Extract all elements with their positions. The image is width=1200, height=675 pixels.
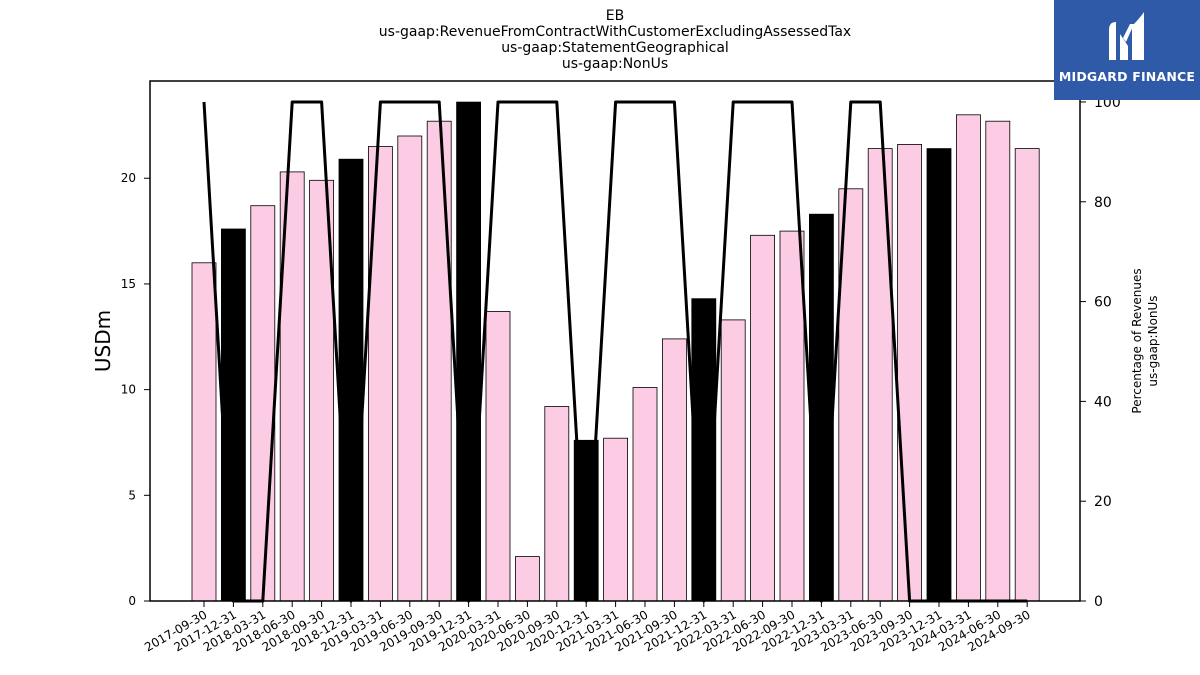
bar-2022-09-30 bbox=[779, 230, 805, 602]
bar-2024-06-30 bbox=[985, 120, 1011, 602]
bar-2017-09-30 bbox=[191, 262, 217, 602]
y-tick-label: 15 bbox=[121, 277, 136, 291]
bar-2024-03-31 bbox=[956, 114, 981, 602]
y2-axis-label-line-1: Percentage of Revenues bbox=[1130, 268, 1144, 413]
y2-tick-label: 0 bbox=[1094, 594, 1103, 610]
bar-2021-06-30 bbox=[632, 387, 658, 602]
left-axis-ticks: 0 5 10 15 20 bbox=[121, 171, 150, 608]
y-tick-label: 5 bbox=[128, 488, 136, 502]
bar-series bbox=[191, 101, 1040, 602]
bar-2018-12-31 bbox=[338, 158, 364, 602]
y2-tick-label: 60 bbox=[1094, 295, 1112, 311]
bar-2018-03-31 bbox=[250, 205, 276, 602]
percentage-line bbox=[202, 100, 1028, 603]
bar-2020-06-30 bbox=[515, 556, 540, 602]
bar-2024-09-30 bbox=[1014, 148, 1040, 602]
bar-2022-03-31 bbox=[720, 319, 746, 602]
logo-mark-icon bbox=[1109, 12, 1144, 60]
title-line-4: us-gaap:NonUs bbox=[562, 56, 668, 72]
bar-2019-03-31 bbox=[367, 146, 393, 602]
bar-2019-12-31 bbox=[456, 101, 482, 602]
plot-frame bbox=[149, 80, 1081, 602]
title-line-3: us-gaap:StatementGeographical bbox=[501, 40, 729, 56]
bar-2022-12-31 bbox=[809, 213, 834, 602]
y-tick-label: 20 bbox=[121, 171, 136, 185]
bar-2019-06-30 bbox=[397, 135, 423, 602]
percentage-line-series bbox=[202, 100, 1028, 603]
y2-tick-label: 20 bbox=[1094, 494, 1112, 510]
y-axis-label: USDm bbox=[91, 310, 115, 372]
y2-tick-label: 40 bbox=[1094, 394, 1112, 410]
bar-2019-09-30 bbox=[426, 120, 452, 602]
title-line-1: EB bbox=[606, 8, 624, 24]
y2-tick-label: 80 bbox=[1094, 195, 1112, 211]
logo-text: MIDGARD FINANCE bbox=[1058, 69, 1196, 84]
bar-2021-03-31 bbox=[603, 437, 628, 602]
midgard-finance-logo: MIDGARD FINANCE bbox=[1054, 0, 1200, 100]
y-tick-label: 0 bbox=[128, 594, 136, 608]
y-tick-label: 10 bbox=[121, 383, 136, 397]
bar-2020-09-30 bbox=[544, 406, 570, 602]
bar-2023-09-30 bbox=[897, 143, 922, 602]
bar-2020-03-31 bbox=[485, 310, 511, 602]
bar-2023-12-31 bbox=[926, 148, 952, 602]
chart-title: EB us-gaap:RevenueFromContractWithCustom… bbox=[379, 8, 851, 72]
bar-2021-09-30 bbox=[662, 338, 687, 602]
bar-2022-06-30 bbox=[750, 234, 775, 602]
bar-2017-12-31 bbox=[220, 228, 246, 602]
bar-2023-06-30 bbox=[867, 148, 893, 602]
y2-axis-label-line-2: us-gaap:NonUs bbox=[1146, 295, 1160, 386]
x-axis-ticks: 2017-09-302017-12-312018-03-312018-06-30… bbox=[142, 601, 1033, 654]
title-line-2: us-gaap:RevenueFromContractWithCustomerE… bbox=[379, 24, 851, 40]
